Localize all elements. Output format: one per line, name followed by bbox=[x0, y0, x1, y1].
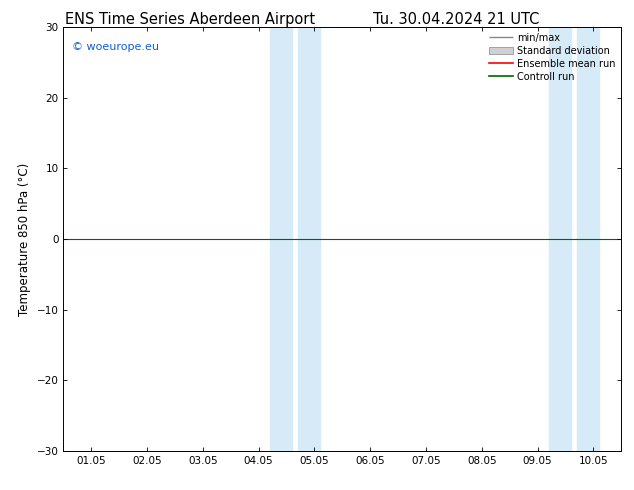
Text: Tu. 30.04.2024 21 UTC: Tu. 30.04.2024 21 UTC bbox=[373, 12, 540, 27]
Text: © woeurope.eu: © woeurope.eu bbox=[72, 42, 158, 52]
Bar bbox=[577, 27, 599, 451]
Bar bbox=[270, 27, 292, 451]
Legend: min/max, Standard deviation, Ensemble mean run, Controll run: min/max, Standard deviation, Ensemble me… bbox=[485, 29, 619, 85]
Bar bbox=[298, 27, 320, 451]
Text: ENS Time Series Aberdeen Airport: ENS Time Series Aberdeen Airport bbox=[65, 12, 315, 27]
Y-axis label: Temperature 850 hPa (°C): Temperature 850 hPa (°C) bbox=[18, 162, 31, 316]
Bar bbox=[549, 27, 571, 451]
